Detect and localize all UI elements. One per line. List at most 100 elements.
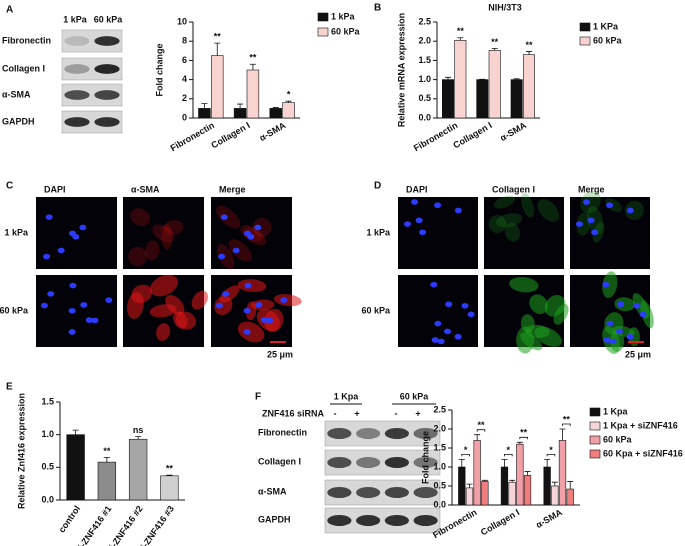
significance-bracket xyxy=(504,454,513,457)
blot-row-label: GAPDH xyxy=(2,116,35,126)
bar xyxy=(476,79,489,119)
stain xyxy=(149,274,178,297)
nucleus xyxy=(617,301,625,308)
bar xyxy=(198,108,211,119)
error-bar xyxy=(509,479,516,483)
legend-label: 60 kPa xyxy=(603,434,633,444)
nucleus xyxy=(454,333,462,340)
blot-band xyxy=(356,487,381,498)
nucleus xyxy=(603,337,611,343)
error-bar xyxy=(458,459,465,467)
stain xyxy=(145,240,160,261)
legend-swatch xyxy=(589,407,601,417)
bar xyxy=(128,438,148,501)
significance-label: ** xyxy=(520,428,528,438)
nucleus xyxy=(260,317,268,323)
blot-band xyxy=(327,428,352,439)
stain xyxy=(149,304,177,318)
stain xyxy=(537,199,560,222)
stain xyxy=(509,276,539,293)
bar xyxy=(269,108,282,119)
nucleus xyxy=(222,291,230,297)
error-bar xyxy=(457,37,464,41)
blot-band xyxy=(384,457,409,468)
nucleus xyxy=(437,338,445,345)
lane-label: - xyxy=(395,408,398,418)
x-tick-label: Collagen I xyxy=(209,120,251,150)
nucleus xyxy=(57,247,65,254)
blot-band xyxy=(356,515,381,526)
bar xyxy=(442,79,454,119)
bar xyxy=(523,475,532,506)
stain xyxy=(602,271,618,298)
blot-group-label: 60 kPa xyxy=(400,391,430,401)
y-axis-label: Fold change xyxy=(154,43,164,96)
panel-letter: A xyxy=(6,5,13,16)
blot-band xyxy=(356,457,381,468)
stain xyxy=(161,223,173,250)
nucleus xyxy=(40,302,48,309)
stain xyxy=(488,215,507,234)
blot-band xyxy=(327,457,352,468)
significance-bracket xyxy=(461,454,470,457)
blot-column-label: 60 kPa xyxy=(94,14,124,24)
bar xyxy=(465,487,474,506)
blot-band xyxy=(94,64,120,74)
y-tick-label: 1.5 xyxy=(418,55,431,65)
image-column-label: Merge xyxy=(578,184,605,194)
y-tick-label: 0.0 xyxy=(433,499,446,509)
nucleus xyxy=(626,333,634,340)
x-tick-label: Fibronectin xyxy=(169,120,216,153)
stain xyxy=(128,246,147,267)
stain xyxy=(191,290,208,310)
nucleus xyxy=(575,221,583,227)
legend-label: 1 Kpa + siZNF416 xyxy=(603,420,678,430)
nucleus xyxy=(609,338,617,345)
y-tick-label: 0.5 xyxy=(433,480,446,490)
blot-band xyxy=(413,428,438,439)
legend-swatch xyxy=(589,449,601,459)
scale-bar-label: 25 μm xyxy=(267,349,293,359)
blot-strip xyxy=(61,110,123,134)
x-tick-label: α-SMA xyxy=(534,507,564,530)
y-tick-label: 1.0 xyxy=(418,74,431,84)
micrograph xyxy=(570,197,650,269)
stain xyxy=(214,296,233,316)
nucleus xyxy=(43,253,51,260)
nucleus xyxy=(461,302,469,309)
y-tick-label: 0.0 xyxy=(41,494,54,504)
blot-band xyxy=(94,36,120,46)
legend-swatch xyxy=(589,435,601,445)
nucleus xyxy=(445,301,453,308)
lane-label: - xyxy=(334,408,337,418)
nucleus xyxy=(255,302,263,308)
blot-band xyxy=(327,515,352,526)
nucleus xyxy=(454,207,462,214)
nucleus xyxy=(633,302,641,309)
stain xyxy=(576,212,591,236)
nucleus xyxy=(615,328,623,335)
bar xyxy=(282,102,295,119)
nucleus xyxy=(243,329,251,335)
error-bar xyxy=(135,436,142,440)
nucleus xyxy=(415,217,423,224)
nucleus xyxy=(243,230,251,237)
blot-strip xyxy=(61,29,123,53)
nucleus xyxy=(587,217,595,224)
blot-band xyxy=(94,90,120,100)
significance-label: * xyxy=(464,445,468,455)
significance-label: ** xyxy=(526,40,534,50)
image-column-label: DAPI xyxy=(406,184,428,194)
blot-band xyxy=(384,428,409,439)
significance-bracket xyxy=(476,429,486,432)
stain xyxy=(173,311,188,329)
blot-band xyxy=(384,515,409,526)
nucleus xyxy=(68,329,76,335)
chart-title: NIH/3T3 xyxy=(488,2,522,12)
nucleus xyxy=(105,297,113,303)
nucleus xyxy=(243,307,251,314)
error-bar xyxy=(559,428,566,441)
image-column-label: DAPI xyxy=(44,184,66,194)
error-bar xyxy=(524,471,531,476)
